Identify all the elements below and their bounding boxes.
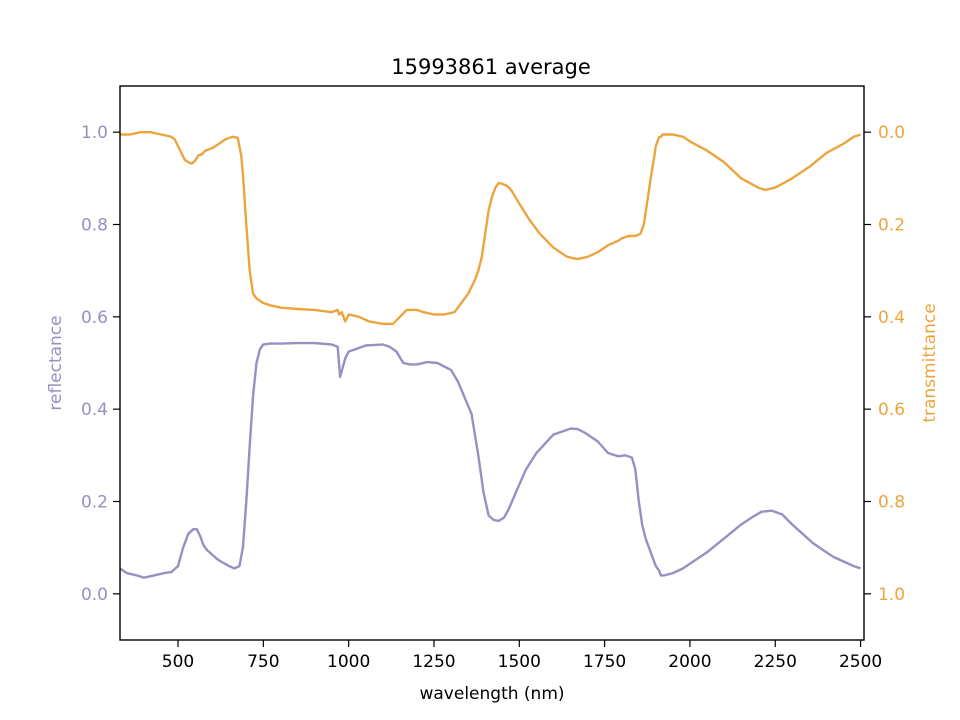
x-axis: 500 750 1000 1250 1500 1750 2000 2250 2500 (162, 640, 882, 672)
y-right-tick-label: 0.8 (878, 493, 905, 513)
series-line-reflectance (119, 341, 861, 579)
y-right-axis: 0.0 0.2 0.4 0.6 0.8 1.0 (864, 123, 905, 605)
y-right-tick-label: 1.0 (878, 585, 905, 605)
plot-frame (119, 85, 865, 641)
x-tick-label: 1000 (327, 652, 370, 672)
y-left-tick-label: 0.4 (81, 400, 108, 420)
x-tick-label: 750 (247, 652, 279, 672)
y-right-tick-label: 0.6 (878, 400, 905, 420)
x-tick-label: 1250 (412, 652, 455, 672)
y-left-tick-label: 0.8 (81, 216, 108, 236)
y-right-tick-label: 0.2 (878, 216, 905, 236)
x-axis-label: wavelength (nm) (419, 684, 564, 704)
y-right-tick-label: 0.0 (878, 123, 905, 143)
y-left-tick-label: 0.6 (81, 308, 108, 328)
y-left-tick-label: 0.2 (81, 493, 108, 513)
series-layer (119, 130, 861, 579)
y-left-axis: 0.0 0.2 0.4 0.6 0.8 1.0 (81, 123, 120, 605)
y-right-tick-label: 0.4 (878, 308, 905, 328)
x-tick-label: 2500 (839, 652, 882, 672)
x-tick-label: 500 (162, 652, 194, 672)
chart-title: 15993861 average (391, 55, 591, 79)
y-axis-left-label: reflectance (46, 315, 66, 410)
y-left-tick-label: 0.0 (81, 585, 108, 605)
y-axis-right-label: transmittance (920, 303, 940, 422)
x-tick-label: 2250 (754, 652, 797, 672)
x-tick-label: 2000 (668, 652, 711, 672)
y-left-tick-label: 1.0 (81, 123, 108, 143)
x-tick-label: 1750 (583, 652, 626, 672)
x-tick-label: 1500 (498, 652, 541, 672)
series-line-transmittance (120, 130, 861, 325)
